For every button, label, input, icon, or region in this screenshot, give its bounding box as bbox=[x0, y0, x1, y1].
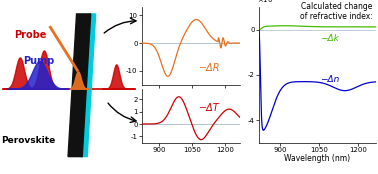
X-axis label: Wavelength (nm): Wavelength (nm) bbox=[285, 154, 350, 163]
Text: Pump: Pump bbox=[23, 56, 54, 65]
Text: −Δk: −Δk bbox=[320, 34, 339, 43]
Text: −ΔT: −ΔT bbox=[199, 103, 220, 113]
Text: −Δn: −Δn bbox=[320, 75, 339, 84]
Text: Probe: Probe bbox=[14, 30, 46, 40]
Polygon shape bbox=[81, 14, 96, 157]
Text: Calculated change
of refractive index:: Calculated change of refractive index: bbox=[300, 2, 373, 21]
Text: $\times10^{-3}$: $\times10^{-3}$ bbox=[257, 0, 280, 6]
Polygon shape bbox=[68, 14, 91, 157]
Text: Perovskite: Perovskite bbox=[1, 136, 55, 145]
Text: −ΔR: −ΔR bbox=[199, 63, 220, 73]
